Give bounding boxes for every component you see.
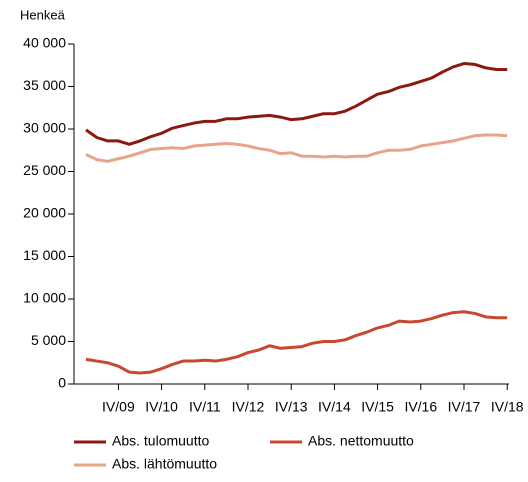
x-tick-label: IV/18: [491, 399, 524, 415]
series-line: [85, 133, 508, 163]
x-tick-label: IV/14: [318, 399, 351, 415]
x-tick-label: IV/16: [404, 399, 437, 415]
legend-label: Abs. lähtömuutto: [112, 456, 217, 472]
series-line: [85, 310, 508, 375]
y-tick-label: 25 000: [23, 162, 66, 178]
y-tick-label: 30 000: [23, 120, 66, 136]
x-tick-label: IV/09: [102, 399, 135, 415]
y-axis-label: Henkeä: [20, 7, 66, 22]
x-tick-label: IV/15: [361, 399, 394, 415]
x-tick-label: IV/10: [145, 399, 178, 415]
y-tick-label: 40 000: [23, 35, 66, 51]
x-tick-label: IV/11: [189, 399, 221, 415]
series-line: [85, 62, 508, 146]
y-tick-label: 20 000: [23, 205, 66, 221]
x-tick-label: IV/12: [232, 399, 265, 415]
legend-label: Abs. nettomuutto: [308, 433, 414, 449]
x-tick-label: IV/17: [448, 399, 481, 415]
y-tick-label: 5 000: [31, 332, 66, 348]
y-tick-label: 35 000: [23, 77, 66, 93]
y-tick-label: 15 000: [23, 247, 66, 263]
y-tick-label: 0: [58, 375, 66, 391]
x-tick-label: IV/13: [275, 399, 308, 415]
y-tick-label: 10 000: [23, 290, 66, 306]
legend-label: Abs. tulomuutto: [112, 433, 209, 449]
